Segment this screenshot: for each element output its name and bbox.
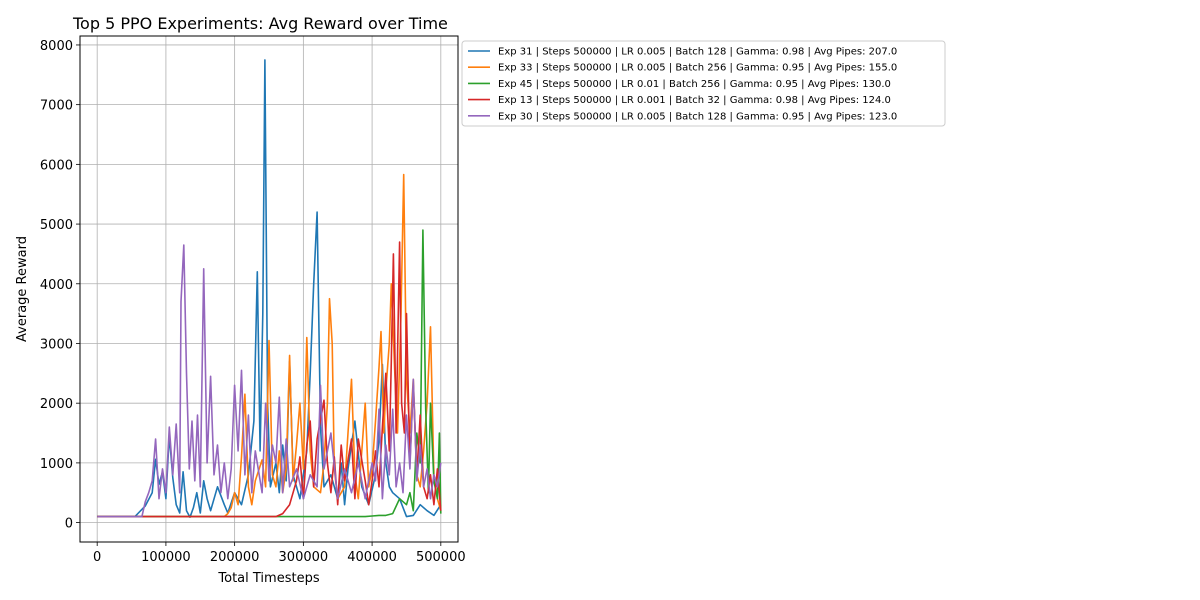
legend-box [461,40,946,127]
y-tick-label: 0 [65,517,73,532]
y-tick-label: 8000 [40,39,73,54]
x-tick-label: 200000 [210,550,260,565]
x-axis: 0 100000 200000 300000 400000 500000 [93,542,466,565]
series-line-1 [97,59,442,518]
x-tick-label: 500000 [416,550,466,565]
y-tick-label: 3000 [40,337,73,352]
y-tick-label: 1000 [40,457,73,472]
y-tick-label: 2000 [40,397,73,412]
legend-entry-label: Exp 13 | Steps 500000 | LR 0.001 | Batch… [498,95,891,106]
chart-title: Top 5 PPO Experiments: Avg Reward over T… [72,14,448,33]
y-tick-label: 4000 [40,278,73,293]
x-tick-label: 300000 [279,550,329,565]
y-tick-label: 7000 [40,99,73,114]
x-tick-label: 400000 [347,550,397,565]
legend-entry-label: Exp 30 | Steps 500000 | LR 0.005 | Batch… [498,111,897,122]
series-line-5 [97,244,442,518]
legend-entry-label: Exp 31 | Steps 500000 | LR 0.005 | Batch… [498,47,897,58]
series-line-3 [97,229,442,518]
x-axis-label: Total Timesteps [217,571,319,586]
plot-area [97,59,442,518]
x-tick-label: 0 [93,550,101,565]
y-axis-label: Average Reward [15,236,30,342]
legend-entry-label: Exp 33 | Steps 500000 | LR 0.005 | Batch… [498,63,897,74]
x-tick-label: 100000 [141,550,191,565]
y-tick-label: 6000 [40,158,73,173]
y-tick-label: 5000 [40,218,73,233]
legend-entry-label: Exp 45 | Steps 500000 | LR 0.01 | Batch … [498,79,891,90]
legend: Exp 31 | Steps 500000 | LR 0.005 | Batch… [461,40,946,127]
y-axis: 0 1000 2000 3000 4000 5000 6000 7000 8000 [40,39,80,532]
axes-frame [79,35,459,543]
